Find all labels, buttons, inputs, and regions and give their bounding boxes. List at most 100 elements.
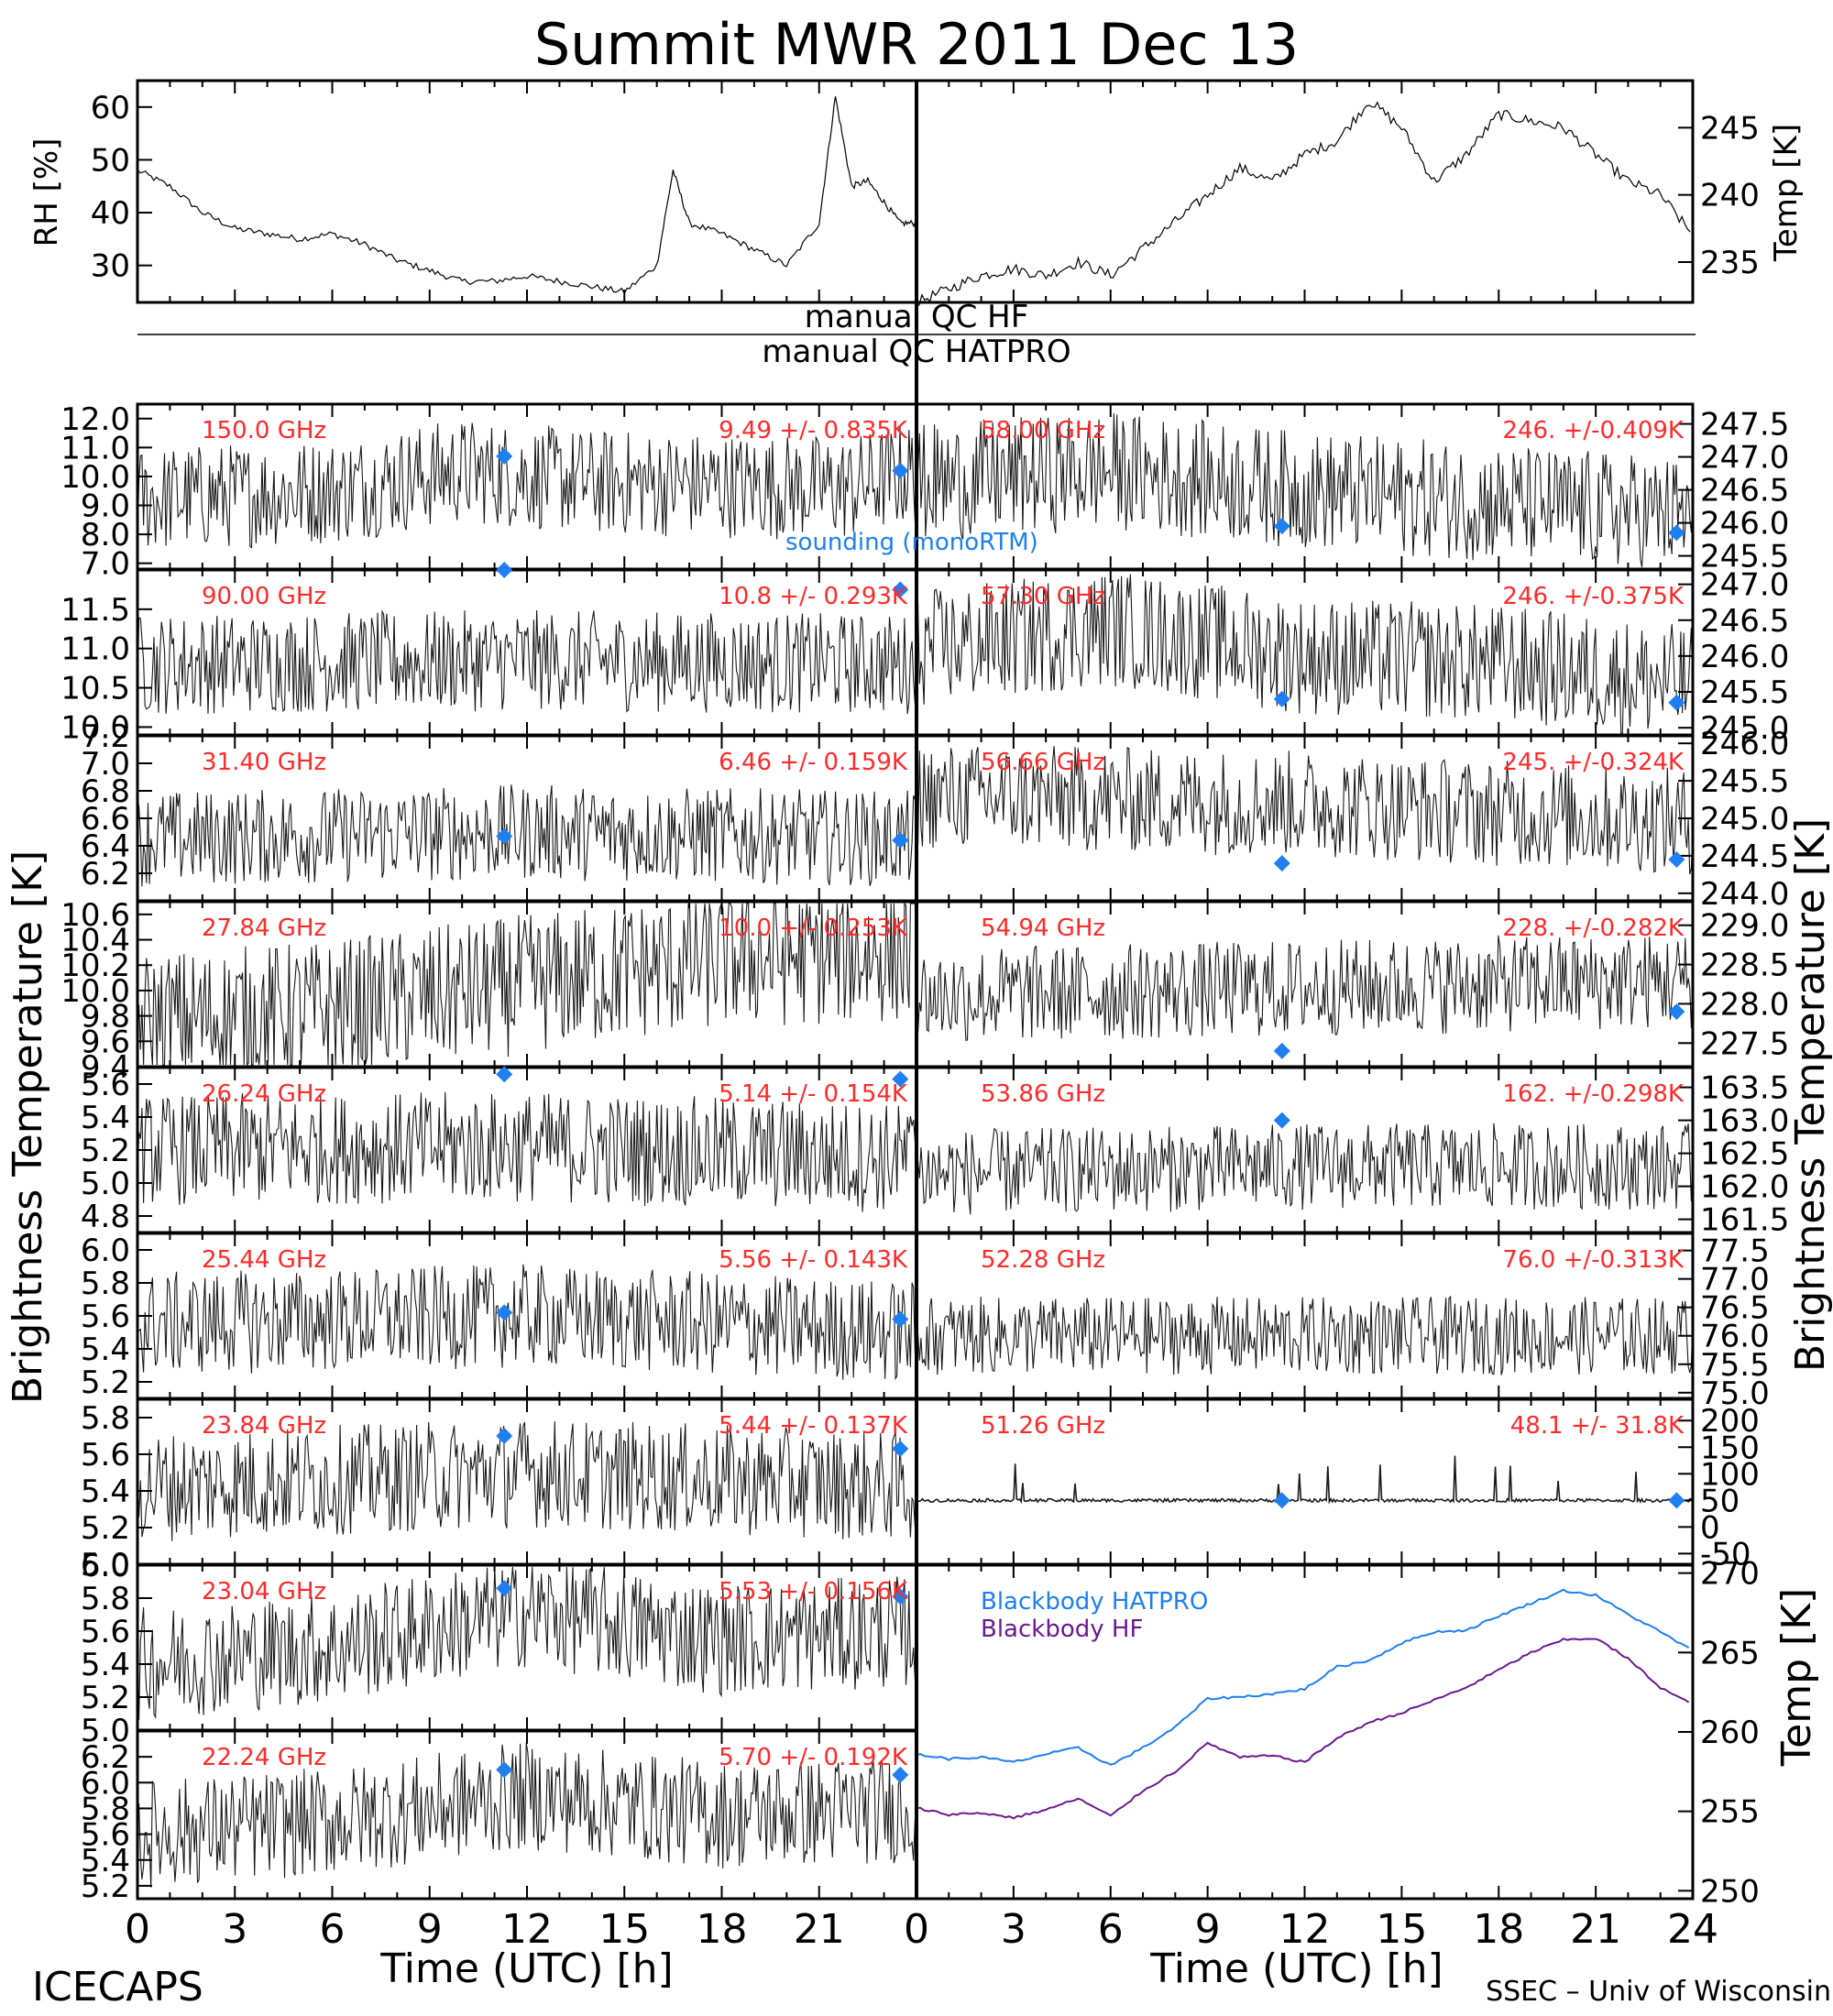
y-tick-label: 10.0 (60, 459, 130, 496)
sounding-marker (892, 462, 909, 479)
y-tick-label: 5.8 (81, 1265, 130, 1302)
tb-series (137, 609, 917, 715)
sounding-marker (496, 1428, 513, 1444)
stats-label: 10.8 +/- 0.293K (719, 583, 908, 610)
x-axis-label-right: Time (UTC) [h] (1149, 1945, 1443, 1992)
y-tick-label: 246.0 (1700, 506, 1789, 542)
y-tick-label: 60 (91, 90, 130, 126)
sounding-marker (892, 581, 909, 598)
blackbody-panel: 250 255 260 265 270 Blackbody HATPROBlackbody… (915, 1556, 1820, 1910)
rh-panel: 30 40 50 60 RH [%] (28, 79, 918, 304)
y-tick-label: 260 (1700, 1715, 1760, 1751)
panel-frame (136, 79, 918, 304)
x-tick-label: 9 (1195, 1906, 1221, 1953)
stats-label: 162. +/-0.298K (1502, 1080, 1685, 1108)
y-tick-label: 0 (1700, 1509, 1720, 1546)
sounding-marker (1668, 851, 1685, 868)
y-tick-label: 6.0 (81, 1548, 130, 1584)
y-tick-label: 6.4 (81, 828, 130, 865)
y-tick-label: 163.0 (1700, 1103, 1789, 1140)
tb-series (137, 1421, 917, 1541)
frequency-label: 53.86 GHz (981, 1080, 1105, 1108)
sounding-marker (892, 1588, 909, 1605)
y-tick-label: 9.4 (81, 1049, 130, 1086)
stats-label: 246. +/-0.409K (1502, 417, 1685, 444)
x-tick-label: 18 (697, 1906, 748, 1953)
y-tick-label: 50 (1700, 1483, 1740, 1519)
sounding-marker (1273, 1492, 1290, 1509)
stats-label: 6.46 +/- 0.159K (719, 749, 908, 776)
y-tick-label: 200 (1700, 1403, 1760, 1440)
stats-label: 10.0 +/- 0.253K (719, 915, 908, 942)
sounding-marker (496, 1580, 513, 1597)
blackbody-ylabel: Temp [K] (1773, 1588, 1820, 1767)
sounding-marker (1273, 690, 1290, 707)
y-tick-label: 6.2 (81, 1739, 130, 1776)
temp-panel: 235 240 245 Temp [K] (915, 79, 1805, 308)
frequency-label: 22.24 GHz (202, 1744, 326, 1771)
stats-label: 228. +/-0.282K (1502, 915, 1685, 942)
y-tick-label: 10.0 (60, 973, 130, 1010)
y-tick-label: 5.6 (81, 1817, 130, 1854)
x-tick-label: 24 (1667, 1906, 1718, 1953)
y-tick-label: 77.5 (1700, 1233, 1770, 1270)
footer-left: ICECAPS (32, 1964, 203, 2011)
y-tick-label: 229.0 (1700, 908, 1789, 945)
stats-label: 245. +/-0.324K (1502, 749, 1685, 776)
y-tick-label: 246.5 (1700, 473, 1789, 509)
tb-series (137, 784, 917, 887)
footer-right: SSEC – Univ of Wisconsin (1486, 1976, 1831, 2008)
tb-series (137, 422, 917, 549)
y-tick-label: 50 (91, 142, 130, 179)
stats-label: 48.1 +/- 31.8K (1510, 1412, 1685, 1440)
blackbody-legend: Blackbody HF (981, 1616, 1143, 1643)
sounding-marker (496, 447, 513, 465)
frequency-label: 56.66 GHz (981, 749, 1105, 776)
sounding-marker (496, 1066, 513, 1083)
y-tick-label: 100 (1700, 1456, 1760, 1493)
frequency-label: 51.26 GHz (981, 1412, 1105, 1440)
tb-series (137, 902, 917, 1067)
tb-series (137, 1091, 917, 1212)
sounding-marker (892, 1070, 909, 1088)
sounding-marker (892, 1766, 909, 1783)
stats-label: 5.56 +/- 0.143K (719, 1246, 908, 1274)
frequency-label: 27.84 GHz (202, 915, 326, 942)
bt-panel-3140: 6.26.46.66.87.07.2 31.40 GHz 6.46 +/- 0.15… (81, 718, 918, 903)
frequency-label: 54.94 GHz (981, 915, 1105, 942)
y-tick-label: 5.6 (81, 1437, 130, 1474)
stats-label: 5.44 +/- 0.137K (719, 1412, 908, 1440)
y-tick-label: 10.0 (60, 709, 130, 746)
y-tick-label: 75.5 (1700, 1347, 1770, 1384)
temp-line (916, 101, 1691, 308)
y-tick-label: 5.6 (81, 1614, 130, 1650)
y-tick-label: 9.0 (81, 488, 130, 525)
y-tick-label: 246.5 (1700, 603, 1789, 640)
tb-series (137, 1742, 917, 1888)
stats-label: 76.0 +/-0.313K (1502, 1246, 1685, 1274)
frequency-label: 150.0 GHz (202, 417, 326, 444)
y-tick-label: 10.6 (60, 897, 130, 934)
sounding-marker (496, 827, 513, 845)
y-tick-label: 10.4 (60, 923, 130, 959)
y-tick-label: 244.0 (1700, 876, 1789, 913)
tb-series (916, 574, 1694, 734)
sounding-marker (1273, 1112, 1290, 1129)
y-tick-label: 247.0 (1700, 567, 1789, 604)
stats-label: 9.49 +/- 0.835K (719, 417, 908, 444)
frequency-label: 90.00 GHz (202, 583, 326, 610)
frequency-label: 23.84 GHz (202, 1412, 326, 1440)
tb-series (916, 1455, 1694, 1505)
y-tick-label: 245.5 (1700, 539, 1789, 575)
y-tick-label: 5.6 (81, 1067, 130, 1103)
sounding-marker (1273, 518, 1290, 535)
y-tick-label: 11.0 (60, 631, 130, 668)
y-tick-label: 163.5 (1700, 1070, 1789, 1107)
y-tick-label: 7.2 (81, 718, 130, 755)
bt-panel-2224: 5.25.45.65.86.06.2 22.24 GHz 5.70 +/- 0.19… (81, 1729, 918, 1905)
y-tick-label: 250 (1700, 1873, 1760, 1910)
